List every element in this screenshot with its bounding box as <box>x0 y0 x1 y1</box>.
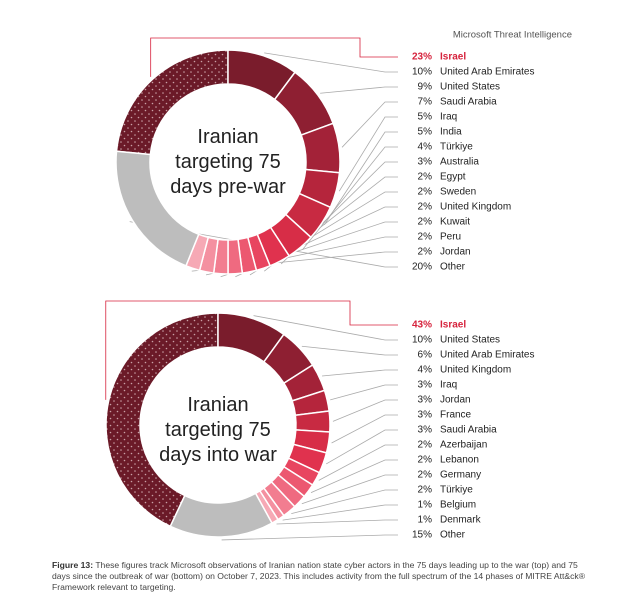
leader-line <box>253 315 398 341</box>
legend-label: United Kingdom <box>440 365 511 376</box>
leader-line <box>338 116 398 192</box>
legend-label: Denmark <box>440 515 482 526</box>
leader-line <box>331 414 398 444</box>
legend-label: France <box>440 410 472 421</box>
leader-line <box>320 86 398 94</box>
leader-line <box>324 131 398 225</box>
value-label: 3% <box>418 157 433 168</box>
leader-line <box>330 384 398 401</box>
legend-label: United States <box>440 335 500 346</box>
value-label: 3% <box>418 425 433 436</box>
leader-line <box>326 429 398 465</box>
value-label: 2% <box>418 187 433 198</box>
value-label: 9% <box>418 82 433 93</box>
leader-line <box>282 504 398 521</box>
value-label: 1% <box>418 515 433 526</box>
value-label: 2% <box>418 485 433 496</box>
slices <box>115 49 341 275</box>
legend-label: Türkiye <box>440 485 473 496</box>
legend-label: Iraq <box>440 112 457 123</box>
value-label: 5% <box>418 127 433 138</box>
value-label: 15% <box>412 530 432 541</box>
value-label: 4% <box>418 142 433 153</box>
legend-label: Other <box>440 530 466 541</box>
value-label: 3% <box>418 395 433 406</box>
slice <box>294 410 331 433</box>
value-label: 5% <box>418 112 433 123</box>
leader-line <box>276 519 398 525</box>
legend-label: Australia <box>440 157 479 168</box>
caption-label: Figure 13: <box>52 560 94 570</box>
legend-label: Belgium <box>440 500 476 511</box>
leader-line <box>150 37 398 77</box>
value-label: 2% <box>418 217 433 228</box>
value-label: 2% <box>418 470 433 481</box>
value-label: 7% <box>418 97 433 108</box>
leader-line <box>341 101 398 148</box>
legend-label: Jordan <box>440 247 471 258</box>
slices <box>105 312 331 538</box>
leader-line <box>129 221 398 268</box>
legend-label: United Arab Emirates <box>440 67 535 78</box>
value-label: 10% <box>412 335 432 346</box>
legend-label: Jordan <box>440 395 471 406</box>
legend-label: Saudi Arabia <box>440 425 497 436</box>
legend-label: Azerbaijan <box>440 440 487 451</box>
legend-label: Sweden <box>440 187 476 198</box>
value-label: 10% <box>412 67 432 78</box>
value-label: 2% <box>418 202 433 213</box>
leader-line <box>332 399 398 422</box>
leader-line <box>301 345 398 356</box>
legend-label: Other <box>440 262 466 273</box>
legend-label: Lebanon <box>440 455 479 466</box>
value-label: 2% <box>418 455 433 466</box>
legend-label: Iraq <box>440 380 457 391</box>
value-label: 2% <box>418 172 433 183</box>
leader-line <box>318 444 398 481</box>
legend-label: Türkiye <box>440 142 473 153</box>
source-label: Microsoft Threat Intelligence <box>453 30 572 41</box>
legend-label: Israel <box>440 320 466 331</box>
legend-label: United Kingdom <box>440 202 511 213</box>
leader-line <box>264 52 398 73</box>
legend-label: Kuwait <box>440 217 470 228</box>
leader-line <box>291 489 398 514</box>
legend-label: Saudi Arabia <box>440 97 497 108</box>
caption-text: These figures track Microsoft observatio… <box>52 560 586 592</box>
value-label: 43% <box>412 320 432 331</box>
value-label: 1% <box>418 500 433 511</box>
value-label: 4% <box>418 365 433 376</box>
value-label: 6% <box>418 350 433 361</box>
value-label: 2% <box>418 440 433 451</box>
value-label: 3% <box>418 410 433 421</box>
leader-lines <box>105 300 398 541</box>
leader-line <box>322 369 398 377</box>
legend-label: Germany <box>440 470 481 481</box>
legend-label: India <box>440 127 462 138</box>
leader-line <box>310 459 398 493</box>
leader-line <box>302 146 398 250</box>
legend-label: United Arab Emirates <box>440 350 535 361</box>
slice <box>105 312 219 528</box>
leader-line <box>105 300 398 400</box>
caption: Figure 13: These figures track Microsoft… <box>52 560 592 593</box>
legend-label: Egypt <box>440 172 466 183</box>
slice <box>115 150 200 267</box>
legend-label: Peru <box>440 232 461 243</box>
legend-label: United States <box>440 82 500 93</box>
value-label: 2% <box>418 232 433 243</box>
value-label: 23% <box>412 52 432 63</box>
chart-title: Iranian targeting 75 days pre-war <box>170 126 286 198</box>
leader-line <box>221 534 398 541</box>
chart-title: Iranian targeting 75 days into war <box>159 394 277 466</box>
legend-label: Israel <box>440 52 466 63</box>
value-label: 20% <box>412 262 432 273</box>
value-label: 2% <box>418 247 433 258</box>
value-label: 3% <box>418 380 433 391</box>
slice <box>169 492 273 538</box>
leader-line <box>301 474 398 505</box>
